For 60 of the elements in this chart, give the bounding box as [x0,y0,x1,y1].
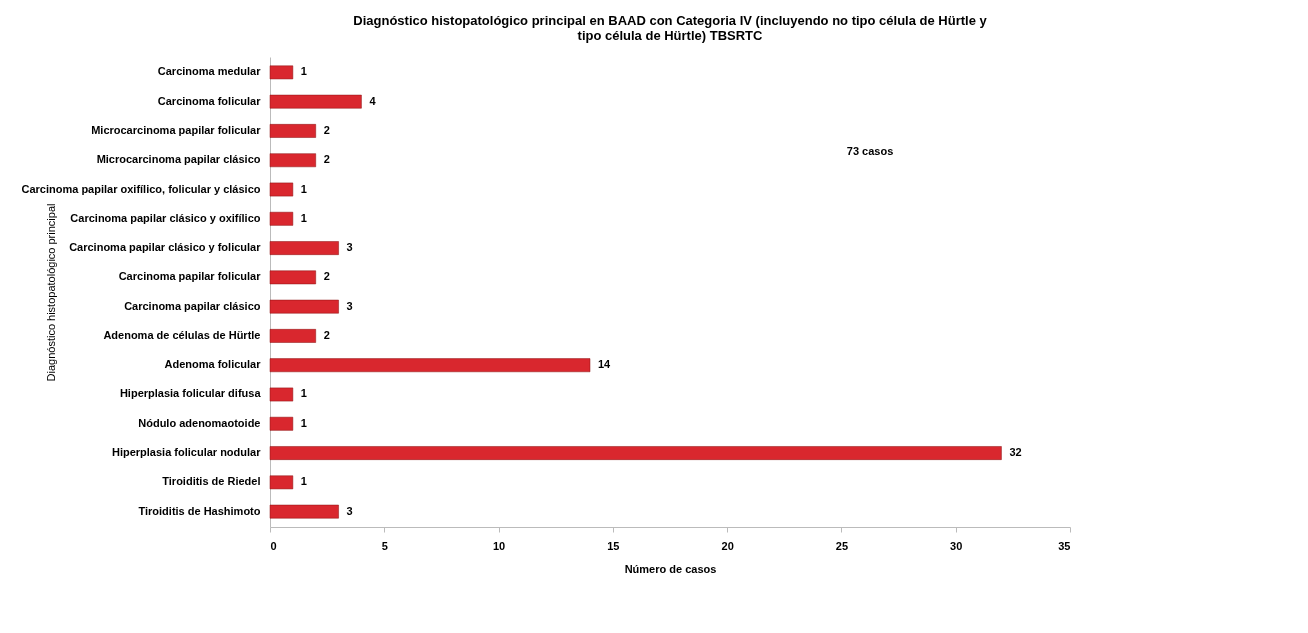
y-tick-label: Tiroiditis de Hashimoto [138,504,261,517]
y-tick-label: Microcarcinoma papilar folicular [91,123,262,136]
y-tick-label: Microcarcinoma papilar clásico [96,153,261,166]
data-label: 2 [323,123,330,136]
bar [269,358,591,373]
y-tick-label: Carcinoma papilar clásico y oxifílico [70,211,261,224]
y-tick-label: Adenoma de células de Hürtle [103,328,261,341]
y-tick-label: Carcinoma papilar folicular [118,270,262,283]
x-tick-label: 5 [381,539,388,552]
y-tick-label: Adenoma folicular [164,358,262,371]
data-label: 3 [346,299,353,312]
bar [269,387,294,402]
y-tick-label: Carcinoma papilar clásico [124,299,261,312]
data-label: 1 [300,387,307,400]
y-tick-label: Tiroiditis de Riedel [162,475,261,488]
bar [269,299,339,314]
x-axis-title: Número de casos [624,562,717,575]
bar [269,124,316,138]
bar [269,182,294,197]
data-label: 1 [300,182,307,195]
data-label: 4 [369,94,377,107]
bar [269,241,339,255]
data-label: 1 [300,475,307,488]
y-tick-label: Carcinoma papilar oxifílico, folicular y clásico [21,182,261,195]
data-label: 2 [323,153,330,166]
x-tick-label: 15 [607,539,620,552]
y-tick-label: Carcinoma papilar clásico y folicular [69,241,262,254]
y-tick-label: Hiperplasia folicular nodular [111,446,262,459]
y-axis-title: Diagnóstico histopatológico principal [44,203,57,382]
x-tick-label: 0 [270,539,277,552]
data-label: 14 [598,358,612,371]
y-tick-label: Hiperplasia folicular difusa [119,387,262,400]
annotation: 73 casos [846,145,894,157]
data-label: 1 [300,65,307,78]
bar [269,475,294,490]
x-tick-label: 35 [1058,539,1071,552]
bar [269,446,1002,460]
bar [269,94,362,109]
bar [269,153,316,168]
x-tick-label: 20 [721,539,734,552]
data-label: 2 [323,270,330,283]
y-tick-label: Carcinoma folicular [157,94,262,107]
data-label: 1 [300,416,307,429]
bar [269,65,294,80]
bar [269,270,316,285]
y-tick-label: Carcinoma medular [157,65,262,78]
bar [269,211,294,226]
y-tick-label: Nódulo adenomaotoide [138,416,261,429]
bar [269,416,294,431]
data-label: 1 [300,211,307,224]
bar [269,504,339,519]
data-label: 2 [323,328,330,341]
data-label: 32 [1009,446,1022,459]
bar [269,329,316,343]
data-label: 3 [346,241,353,254]
x-tick-label: 10 [492,539,506,552]
x-tick-label: 30 [950,539,963,552]
data-label: 3 [346,504,353,517]
chart-title: Diagnóstico histopatológico principal en BAAD con Categoria IV (incluyendo no tipo célula de Hürtle y tipo célula de Hürtle) TBSRTC [353,13,988,43]
x-tick-label: 25 [835,539,849,552]
